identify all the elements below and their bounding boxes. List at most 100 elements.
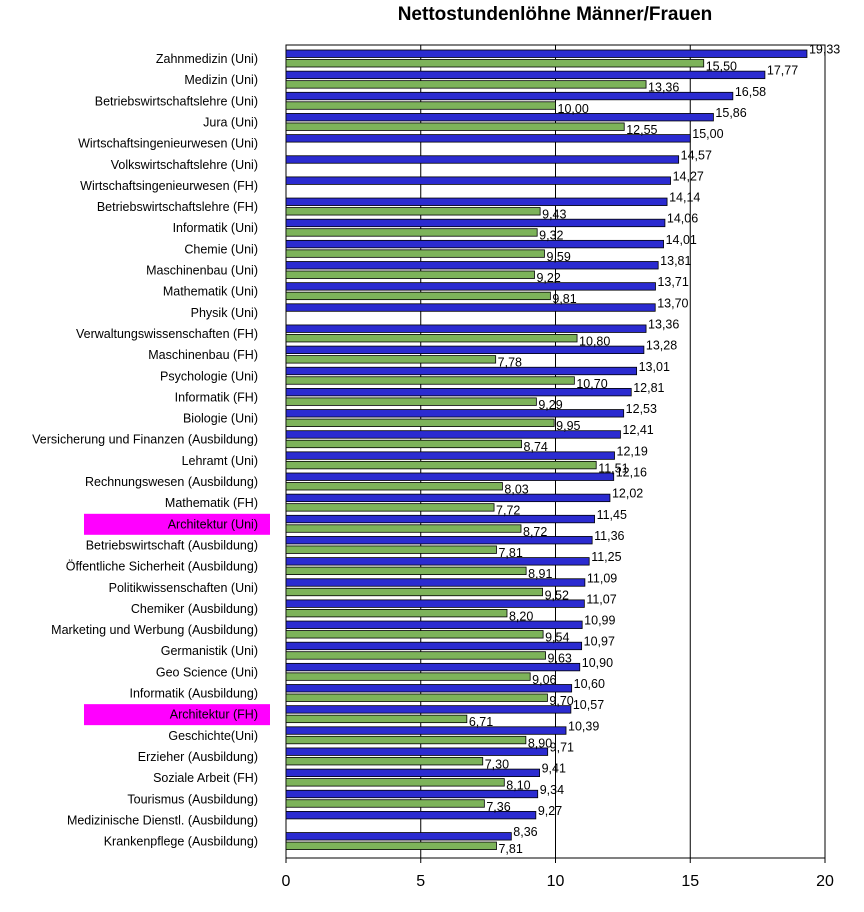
bar-men [285,430,621,439]
bar-men [285,747,549,756]
data-label-men: 13,36 [648,317,679,331]
category-label: Tourismus (Ausbildung) [127,792,258,806]
bar-women [285,80,647,89]
category-label: Versicherung und Finanzen (Ausbildung) [32,433,258,447]
bar-men [285,811,537,820]
bar-men [285,832,512,841]
category-label: Geo Science (Uni) [156,665,258,679]
data-label-women: 9,06 [532,673,556,687]
bar-women [285,714,468,724]
bar-women [285,249,545,258]
data-label-men: 13,71 [657,275,688,289]
data-label-men: 13,81 [660,254,691,268]
data-label-women: 8,03 [504,483,528,497]
x-tick-label: 10 [547,873,565,890]
data-label-men: 9,34 [540,783,564,797]
bar-women [285,270,535,279]
bar-women [285,566,527,575]
category-label: Jura (Uni) [203,115,258,129]
bar-women [285,630,544,639]
category-label: Betriebswirtschaftslehre (FH) [97,200,258,214]
category-label: Marketing und Werbung (Ausbildung) [51,623,258,637]
bar-men [285,197,668,206]
category-label: Rechnungswesen (Ausbildung) [85,475,258,489]
category-label: Chemiker (Ausbildung) [131,602,258,616]
data-label-men: 9,41 [542,762,566,776]
data-label-women: 8,74 [524,440,548,454]
category-label: Chemie (Uni) [184,242,258,256]
bar-men [285,684,573,693]
data-label-men: 11,07 [586,592,616,606]
data-label-men: 8,36 [513,825,537,839]
data-label-men: 10,99 [584,614,615,628]
data-label-women: 9,59 [546,250,570,264]
bar-men [285,91,734,101]
bar-men [285,536,593,545]
bar-men [285,641,583,651]
bar-men [285,70,766,80]
bar-men [285,493,611,503]
bar-women [285,59,705,68]
category-label: Medizinische Dienstl. (Ausbildung) [67,813,258,827]
bar-men [285,282,656,291]
data-label-men: 11,45 [597,508,627,522]
bar-women [285,545,497,554]
bar-men [285,409,625,418]
bar-men [285,599,585,608]
bar-women [285,693,548,702]
category-label: Physik (Uni) [191,306,258,320]
data-label-women: 9,22 [536,271,560,285]
data-label-men: 12,19 [617,444,648,458]
category-label: Volkswirtschaftslehre (Uni) [111,158,258,172]
bar-women [285,778,505,787]
category-label: Biologie (Uni) [183,412,258,426]
data-label-women: 8,10 [506,779,530,793]
data-label-men: 13,28 [646,339,677,353]
data-label-women: 8,90 [528,736,552,750]
category-label: Krankenpflege (Ausbildung) [104,835,258,849]
category-label: Wirtschaftsingenieurwesen (FH) [80,179,258,193]
bar-men [285,303,656,312]
data-label-men: 12,02 [612,487,643,501]
bar-men [285,789,539,799]
bar-women [285,355,497,364]
bar-men [285,387,632,397]
bar-women [285,841,497,850]
bar-women [285,735,527,745]
bar-men [285,514,595,524]
data-label-men: 14,57 [681,148,712,162]
data-label-women: 9,43 [542,208,566,222]
data-label-men: 10,90 [582,656,613,670]
data-label-men: 12,53 [626,402,657,416]
bar-women [285,524,522,533]
data-label-women: 9,63 [548,652,572,666]
data-label-men: 15,00 [692,127,723,141]
data-label-women: 9,52 [545,588,569,602]
data-label-men: 16,58 [735,85,766,99]
data-label-men: 9,27 [538,804,562,818]
category-label: Wirtschaftsingenieurwesen (Uni) [78,137,258,151]
data-label-women: 9,81 [552,292,576,306]
bar-men [285,239,664,249]
category-label: Germanistik (Uni) [161,644,258,658]
category-label: Geschichte(Uni) [168,729,258,743]
x-tick-label: 0 [282,873,291,890]
chart-title: Nettostundenlöhne Männer/Frauen [397,4,713,25]
bar-women [285,651,546,660]
bar-women [285,609,508,618]
category-label: Verwaltungswissenschaften (FH) [76,327,258,341]
data-label-women: 13,36 [648,81,679,95]
data-label-men: 10,39 [568,719,599,733]
bar-men [285,324,647,333]
data-label-women: 8,20 [509,609,533,623]
bar-men [285,366,638,376]
category-label: Informatik (Uni) [173,221,258,235]
category-label: Zahnmedizin (Uni) [156,52,258,66]
bar-men [285,768,540,777]
data-label-men: 10,97 [584,635,615,649]
x-tick-label: 5 [416,873,425,890]
x-tick-label: 20 [816,873,834,890]
category-label: Betriebswirtschaft (Ausbildung) [86,538,258,552]
bar-men [285,472,615,481]
